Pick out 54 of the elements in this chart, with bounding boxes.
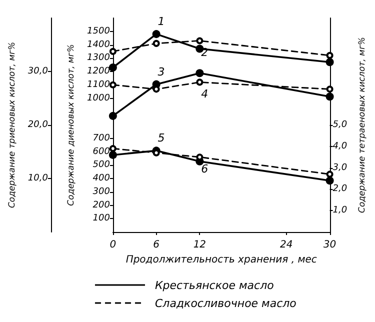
y3-tick-label: 1,0 [332,206,348,216]
y2-axis-title: Содержание триеновых кислот, мг% [8,42,18,208]
text: Крестьянское масло [155,278,274,292]
x-tick-label: 0 [110,240,116,250]
point [326,52,334,59]
series-label: 1 [158,15,165,28]
y3-axis-title: Содержание тетраеновых кислот, мг% [358,37,368,213]
y2-tick-label: 30,0 [28,66,48,76]
point [109,81,116,88]
series-label: 4 [201,88,208,101]
y2-tick-label: 10,0 [28,174,48,184]
series-label: 6 [201,162,208,176]
y2-tick-label: 20,0 [28,120,48,130]
y3-tick-label: 2,0 [332,184,348,194]
y3-tick-label: 5,0 [332,120,348,130]
point [326,176,334,185]
x-tick-label: 24 [280,240,293,250]
point [108,150,117,159]
y-tick-label: 100 [92,214,110,224]
point [196,78,204,86]
y-tick-label: 1400 [87,40,110,50]
y-tick-label: 600 [92,146,110,157]
series-label: 5 [158,132,165,145]
y-tick-label: 700 [92,133,110,144]
y3-tick-label: 3,0 [332,162,348,173]
y-tick-label: 300 [92,186,110,197]
y-tick-label: 1000 [87,93,110,104]
point [152,30,160,38]
y-tick-label: 400 [92,174,110,184]
point [108,63,117,72]
point [326,58,334,66]
y-tick-label: 200 [92,200,110,210]
y3-tick-label: 4,0 [332,141,348,152]
series-label: 3 [158,65,165,78]
point [326,170,334,178]
point [152,40,160,47]
point [196,69,204,78]
y-tick-label: 1500 [87,26,110,36]
y-tick-label: 1200 [87,66,110,76]
point [109,145,116,152]
point [326,86,334,93]
point [109,48,116,55]
point [196,37,204,44]
x-tick-label: 30 [323,240,336,250]
point [326,92,334,101]
y-tick-label: 1300 [87,53,110,64]
x-axis-title: Продолжительность хранения , мес [126,254,318,266]
y-tick-label: 500 [92,160,110,170]
x-tick-label: 12 [193,240,206,250]
y-tick-label: 1100 [87,80,110,90]
x-tick-label: 6 [153,240,160,250]
text: Сладкосливочное масло [155,296,296,310]
point [108,112,117,120]
y-axis-title: Содержание диеновых кислот, мг% [66,44,77,206]
